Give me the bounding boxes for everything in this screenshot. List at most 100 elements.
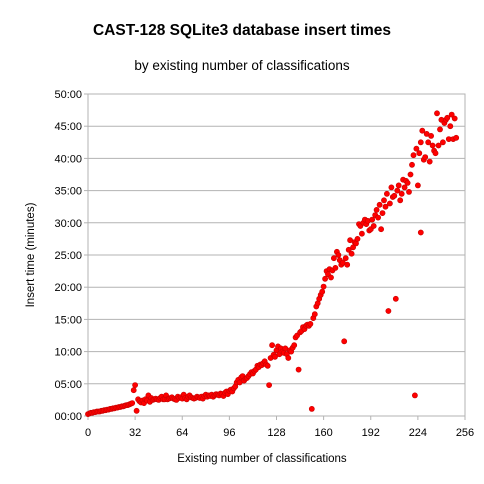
- data-point: [350, 244, 356, 251]
- data-point: [383, 190, 390, 197]
- data-point: [422, 154, 429, 160]
- data-point: [439, 139, 446, 146]
- chart-subtitle: by existing number of classifications: [134, 58, 350, 73]
- y-tick-label: 40:00: [54, 153, 82, 165]
- data-point: [435, 142, 442, 149]
- x-axis-label: Existing number of classifications: [177, 453, 347, 465]
- data-point: [319, 288, 326, 295]
- x-tick-label: 128: [267, 427, 285, 439]
- y-axis-ticks: 00:00 05:00 10:00 15:00 20:00 25:00 30:00 35:00…: [54, 89, 88, 423]
- data-point: [382, 203, 389, 210]
- y-tick-label: 30:00: [54, 218, 82, 230]
- data-point: [428, 132, 434, 139]
- data-point: [328, 274, 334, 281]
- data-point: [406, 188, 412, 195]
- chart-title: CAST-128 SQLite3 database insert times: [93, 22, 391, 39]
- data-point: [444, 114, 451, 121]
- data-point: [426, 158, 433, 165]
- y-tick-label: 15:00: [54, 314, 82, 326]
- data-point: [413, 145, 420, 152]
- x-tick-label: 160: [314, 427, 332, 439]
- data-point: [272, 353, 278, 360]
- data-point: [401, 184, 408, 191]
- data-point: [285, 355, 292, 361]
- x-tick-label: 224: [409, 427, 427, 439]
- gridlines: [88, 93, 465, 417]
- data-point: [335, 252, 342, 258]
- data-point: [407, 171, 414, 178]
- data-point: [414, 182, 421, 189]
- data-point: [432, 150, 439, 157]
- data-point: [370, 223, 377, 229]
- data-points: [85, 110, 460, 417]
- data-point: [369, 216, 376, 223]
- y-tick-label: 05:00: [54, 379, 82, 391]
- data-point: [379, 210, 386, 216]
- data-point: [397, 197, 404, 204]
- data-point: [404, 179, 411, 186]
- y-tick-label: 10:00: [54, 347, 82, 359]
- data-point: [388, 184, 395, 191]
- x-axis-ticks: 0 32 64 96 128 160 192 224 256: [85, 416, 474, 439]
- y-axis-label: Insert time (minutes): [25, 202, 37, 307]
- data-point: [417, 229, 424, 236]
- x-tick-label: 256: [456, 427, 474, 439]
- x-tick-label: 192: [362, 427, 380, 439]
- data-point: [342, 255, 349, 262]
- data-point: [133, 407, 140, 414]
- data-point: [410, 152, 417, 159]
- x-tick-label: 32: [129, 427, 141, 439]
- data-point: [448, 111, 455, 118]
- data-point: [434, 110, 440, 117]
- data-point: [447, 123, 454, 130]
- y-tick-label: 35:00: [54, 186, 82, 198]
- data-point: [348, 250, 355, 257]
- data-point: [373, 206, 380, 213]
- data-point: [132, 382, 138, 388]
- x-tick-label: 64: [176, 427, 188, 439]
- data-point: [375, 214, 381, 221]
- y-tick-label: 50:00: [54, 89, 82, 101]
- y-tick-label: 45:00: [54, 121, 82, 133]
- data-point: [266, 382, 272, 388]
- data-point: [376, 201, 383, 208]
- data-point: [332, 264, 339, 271]
- data-point: [394, 187, 401, 194]
- data-point: [129, 400, 136, 406]
- data-point: [269, 342, 275, 349]
- data-point: [345, 246, 352, 253]
- data-point: [395, 182, 402, 189]
- data-point: [453, 134, 460, 141]
- data-point: [385, 308, 392, 314]
- x-tick-label: 96: [223, 427, 235, 439]
- data-point: [378, 226, 384, 233]
- y-tick-label: 00:00: [54, 411, 82, 423]
- data-point: [419, 127, 426, 134]
- y-tick-label: 20:00: [54, 282, 82, 294]
- data-point: [391, 192, 398, 199]
- data-point: [311, 311, 318, 318]
- data-point: [322, 275, 328, 282]
- y-tick-label: 25:00: [54, 250, 82, 262]
- data-point: [386, 200, 393, 207]
- data-point: [425, 139, 432, 146]
- data-point: [308, 405, 315, 412]
- data-point: [330, 255, 337, 262]
- data-point: [358, 230, 365, 237]
- data-point: [295, 366, 302, 373]
- data-point: [398, 190, 405, 197]
- data-point: [409, 161, 415, 168]
- data-point: [429, 142, 436, 149]
- data-point: [437, 126, 443, 133]
- data-point: [130, 387, 137, 394]
- data-point: [416, 150, 423, 157]
- data-point: [291, 342, 298, 349]
- x-tick-label: 0: [85, 427, 91, 439]
- data-point: [417, 139, 424, 146]
- data-point: [341, 338, 348, 345]
- data-point: [451, 115, 458, 122]
- data-point: [381, 197, 387, 204]
- data-point: [307, 320, 314, 327]
- data-point: [320, 283, 327, 290]
